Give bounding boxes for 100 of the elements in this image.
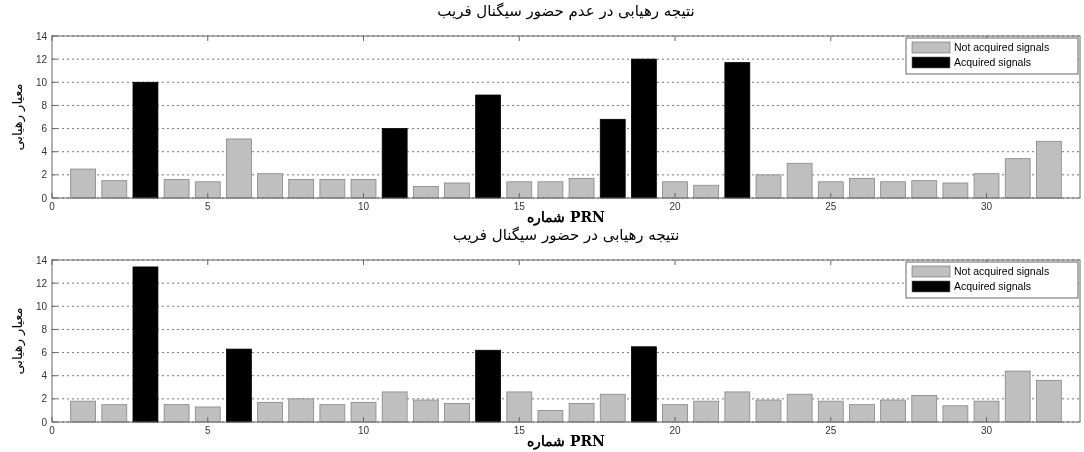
bar xyxy=(880,181,906,199)
bar xyxy=(786,393,813,423)
bar xyxy=(444,403,470,423)
x-axis-title: شماره PRN xyxy=(527,433,606,450)
legend-label: Not acquired signals xyxy=(954,265,1050,277)
bar xyxy=(755,399,782,423)
bar xyxy=(132,81,159,199)
bar xyxy=(194,181,221,199)
x-tick-label: 30 xyxy=(980,201,993,212)
bar xyxy=(724,391,751,423)
bar xyxy=(319,179,346,199)
bar xyxy=(693,184,720,199)
x-tick-label: 5 xyxy=(204,201,211,212)
bar xyxy=(475,349,501,423)
y-axis-title: معیار رهیابی xyxy=(10,83,26,151)
bar xyxy=(1035,379,1062,423)
bar xyxy=(537,181,564,199)
bar xyxy=(599,118,626,199)
y-axis-title: معیار رهیابی xyxy=(10,307,26,375)
bar xyxy=(911,180,938,199)
bar xyxy=(568,177,595,199)
bar xyxy=(911,394,938,423)
bar xyxy=(631,58,657,199)
bar xyxy=(537,410,564,423)
legend-label: Not acquired signals xyxy=(954,41,1050,53)
bar xyxy=(942,405,969,423)
bar xyxy=(1035,140,1062,199)
bar xyxy=(755,174,782,199)
y-tick-label: 10 xyxy=(35,76,48,88)
y-tick-label: 2 xyxy=(41,393,48,405)
bar xyxy=(786,162,813,199)
bar xyxy=(973,173,1000,199)
x-tick-label: 20 xyxy=(669,425,682,436)
bar xyxy=(381,128,408,199)
bar xyxy=(880,399,906,423)
x-tick-label: 0 xyxy=(49,425,56,436)
legend-label: Acquired signals xyxy=(954,280,1032,292)
bar xyxy=(724,62,751,199)
y-tick-label: 4 xyxy=(41,146,48,158)
bar xyxy=(350,179,377,199)
y-tick-label: 12 xyxy=(35,53,48,65)
y-tick-label: 0 xyxy=(41,192,48,204)
bar xyxy=(849,177,875,199)
y-tick-label: 10 xyxy=(35,300,48,312)
bar xyxy=(662,404,688,423)
y-tick-label: 12 xyxy=(35,277,48,289)
bar xyxy=(257,401,283,423)
bar xyxy=(599,393,626,423)
bar xyxy=(506,391,533,423)
y-tick-label: 14 xyxy=(35,30,48,42)
bar xyxy=(444,182,470,199)
bar xyxy=(70,400,97,423)
bar xyxy=(662,181,688,199)
bar xyxy=(1004,158,1031,199)
x-tick-label: 15 xyxy=(513,425,526,436)
y-tick-label: 4 xyxy=(41,370,48,382)
bar xyxy=(101,180,128,199)
y-tick-label: 2 xyxy=(41,169,48,181)
bar xyxy=(163,179,190,199)
bar xyxy=(288,179,315,199)
x-tick-label: 30 xyxy=(980,425,993,436)
bar xyxy=(817,181,844,199)
bar xyxy=(693,400,720,423)
x-tick-label: 10 xyxy=(357,425,370,436)
y-tick-label: 8 xyxy=(41,99,48,111)
bar xyxy=(319,404,346,423)
y-tick-label: 8 xyxy=(41,323,48,335)
y-tick-label: 0 xyxy=(41,416,48,428)
bar xyxy=(288,398,315,423)
chart-title: نتیجه رهیابی در حضور سیگنال فریب xyxy=(452,226,680,244)
x-axis-title: شماره PRN xyxy=(527,209,606,226)
bar xyxy=(506,181,533,199)
y-tick-label: 6 xyxy=(41,123,48,135)
x-tick-label: 25 xyxy=(825,425,837,436)
bar xyxy=(568,403,595,423)
bar xyxy=(412,186,439,199)
x-tick-label: 15 xyxy=(513,201,526,212)
bar xyxy=(475,94,501,199)
bar xyxy=(257,173,283,199)
legend-label: Acquired signals xyxy=(954,56,1032,68)
bar xyxy=(226,138,252,199)
bar xyxy=(350,401,377,423)
x-tick-label: 25 xyxy=(825,201,837,212)
bar xyxy=(1004,370,1031,423)
bar xyxy=(163,404,190,423)
bar xyxy=(70,168,97,199)
bar xyxy=(817,400,844,423)
bar xyxy=(101,404,128,423)
bar xyxy=(973,400,1000,423)
y-tick-label: 14 xyxy=(35,254,48,266)
bar xyxy=(849,404,875,423)
y-tick-label: 6 xyxy=(41,347,48,359)
bar xyxy=(226,348,252,423)
bar xyxy=(942,182,969,199)
x-tick-label: 5 xyxy=(204,425,211,436)
bar xyxy=(412,399,439,423)
x-tick-label: 10 xyxy=(357,201,370,212)
x-tick-label: 0 xyxy=(49,201,56,212)
bar xyxy=(194,406,221,423)
chart-title: نتیجه رهیابی در عدم حضور سیگنال فریب xyxy=(437,2,695,20)
